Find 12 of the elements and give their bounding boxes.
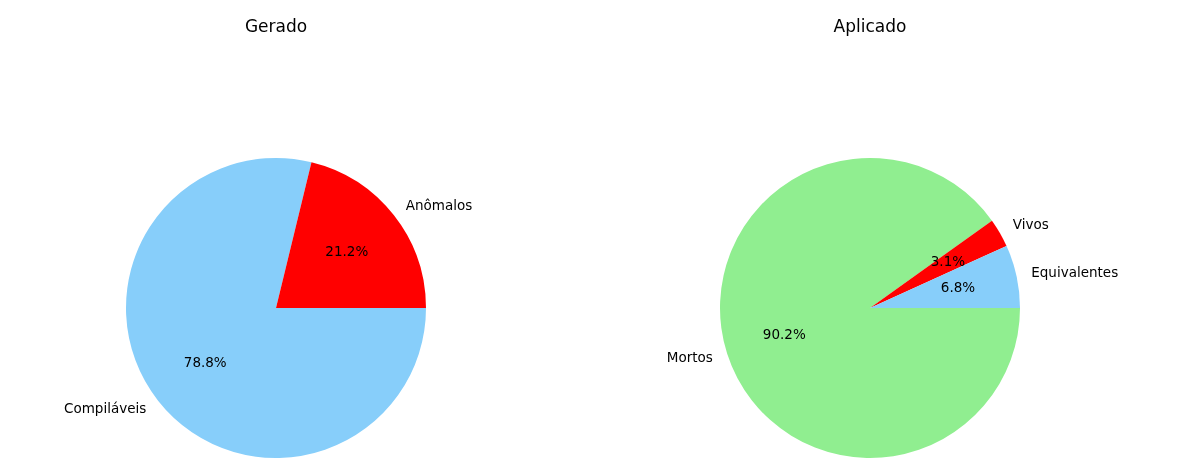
chart-title: Aplicado	[833, 16, 907, 37]
chart-title: Gerado	[244, 16, 308, 37]
data-label: 78.8%	[183, 354, 227, 371]
slice-label: Equivalentes	[1031, 263, 1119, 280]
data-label: 3.1%	[930, 253, 966, 270]
data-label: 6.8%	[940, 279, 976, 296]
data-label: 21.2%	[325, 242, 369, 259]
slice-label: Compiláveis	[64, 400, 147, 417]
data-label: 90.2%	[762, 326, 806, 343]
slice-label: Mortos	[666, 348, 713, 365]
slice-label: Anômalos	[405, 196, 473, 213]
slice-label: Vivos	[1012, 215, 1049, 232]
